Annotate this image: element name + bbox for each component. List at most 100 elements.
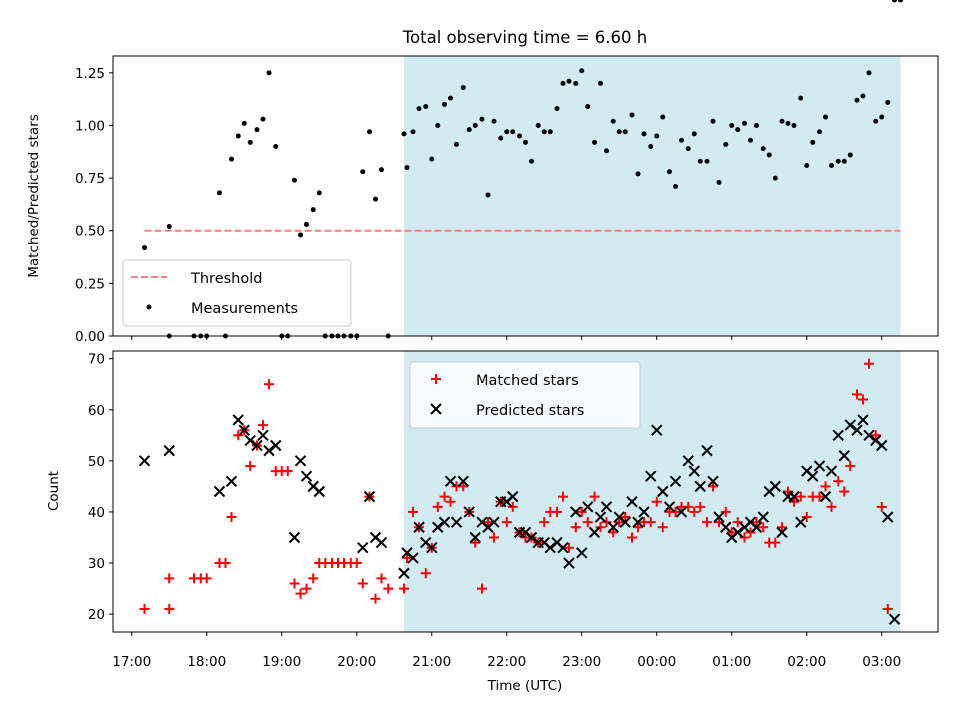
measurement-point	[854, 97, 860, 103]
chart-title: Total observing time = 6.60 h	[402, 28, 647, 47]
predicted-point	[238, 424, 250, 436]
measurement-point	[373, 196, 378, 202]
predicted-point	[138, 455, 151, 467]
measurement-point	[579, 68, 585, 74]
predicted-point	[213, 485, 226, 498]
y-tick-label: 40	[88, 505, 105, 521]
predicted-point	[313, 485, 325, 498]
predicted-point	[563, 557, 575, 569]
measurement-point	[841, 158, 847, 164]
predicted-point	[570, 506, 582, 518]
legend-measurements-label: Measurements	[191, 301, 298, 317]
x-tick-label: 20:00	[337, 654, 376, 670]
matched-point	[595, 522, 606, 533]
measurement-point	[779, 118, 785, 124]
measurement-point	[404, 165, 410, 171]
measurement-point	[367, 129, 372, 135]
matched-point	[608, 527, 619, 538]
predicted-point	[707, 475, 719, 487]
measurement-point	[817, 129, 822, 135]
matched-point	[745, 527, 756, 538]
legend: Threshold Measurements	[122, 259, 352, 327]
legend-matched-label: Matched stars	[476, 373, 579, 389]
predicted-point	[463, 506, 475, 518]
predicted-point	[688, 465, 700, 477]
predicted-point	[300, 470, 313, 482]
shaded-span	[404, 56, 901, 336]
x-tick-label: 23:00	[562, 654, 601, 670]
y-tick-label: 0.25	[75, 276, 105, 292]
measurement-point	[292, 177, 297, 183]
predicted-point	[776, 526, 788, 539]
measurement-point	[229, 156, 234, 162]
matched-point	[220, 558, 231, 569]
matched-point	[720, 506, 731, 517]
y-tick-label: 20	[88, 607, 105, 623]
predicted-point	[844, 419, 856, 431]
predicted-point	[619, 516, 631, 528]
matched-point	[570, 522, 581, 533]
measurement-point	[742, 120, 747, 126]
measurement-point	[547, 129, 553, 135]
matched-point	[657, 522, 668, 533]
measurement-point	[860, 93, 866, 99]
measurement-point	[866, 70, 872, 76]
predicted-point	[163, 444, 175, 457]
predicted-point	[669, 475, 682, 487]
predicted-point	[788, 490, 800, 503]
matched-point	[432, 501, 443, 512]
predicted-point	[576, 547, 588, 559]
predicted-point	[488, 516, 500, 528]
predicted-point	[457, 475, 469, 487]
measurement-point	[217, 190, 222, 196]
matched-point	[501, 517, 512, 528]
measurement-point	[835, 158, 841, 164]
measurement-point	[466, 127, 472, 133]
measurement-point	[679, 137, 684, 143]
matched-point	[651, 496, 662, 507]
matched-point	[645, 517, 656, 528]
legend-box	[409, 361, 641, 429]
legend-predicted-swatch	[430, 403, 442, 415]
predicted-point	[413, 521, 425, 533]
measurement-point	[235, 133, 241, 139]
measurement-point	[654, 133, 660, 139]
predicted-point	[701, 444, 713, 457]
matched-point	[695, 501, 706, 512]
matched-point	[795, 491, 806, 502]
matched-point	[420, 568, 431, 579]
legend-matched-swatch	[431, 374, 441, 384]
x-tick-label: 21:00	[412, 654, 451, 670]
x-tick-label: 17:00	[112, 654, 151, 670]
measurement-point	[622, 129, 628, 135]
measurement-point	[691, 131, 697, 137]
measurement-point	[873, 118, 879, 124]
predicted-point	[225, 475, 238, 487]
measurement-point	[360, 169, 366, 175]
measurement-point	[810, 139, 816, 145]
predicted-point	[832, 429, 844, 442]
measurement-point	[423, 104, 429, 110]
predicted-point	[819, 490, 832, 503]
matched-point	[732, 517, 743, 528]
y-tick-label: 0.50	[75, 224, 105, 240]
measurement-point	[823, 114, 828, 120]
predicted-point	[863, 429, 875, 442]
predicted-point	[882, 511, 894, 523]
matched-point	[357, 578, 368, 589]
predicted-point	[594, 511, 607, 523]
measurement-point	[685, 146, 691, 152]
predicted-point	[807, 470, 819, 482]
legend-predicted-label: Predicted stars	[476, 403, 584, 419]
y-tick-label: 60	[88, 403, 105, 419]
measurement-point	[610, 118, 616, 124]
matched-point	[620, 512, 631, 523]
measurement-point	[892, 0, 897, 3]
predicted-point	[876, 439, 888, 452]
predicted-point	[720, 521, 732, 533]
predicted-point	[645, 470, 657, 482]
predicted-point	[426, 541, 438, 554]
measurement-point	[241, 120, 247, 126]
measurement-point	[273, 144, 279, 150]
predicted-point	[888, 613, 901, 625]
